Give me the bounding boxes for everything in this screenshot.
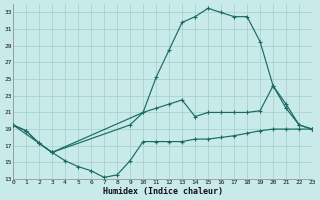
- X-axis label: Humidex (Indice chaleur): Humidex (Indice chaleur): [103, 187, 223, 196]
